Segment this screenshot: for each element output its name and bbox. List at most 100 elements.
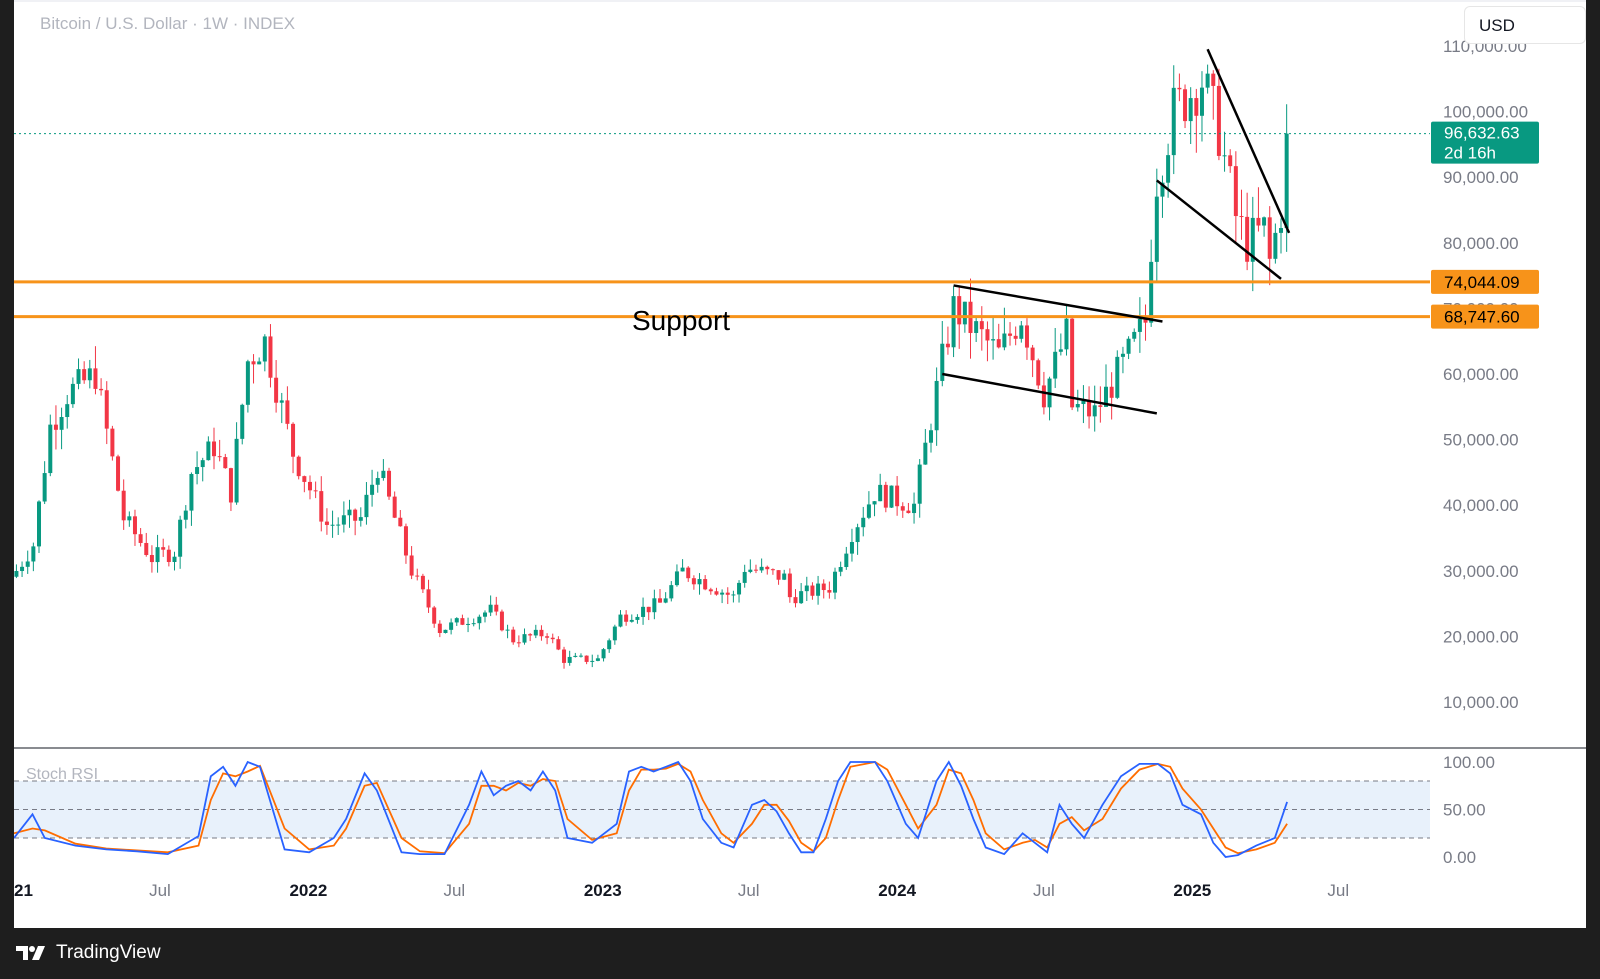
candle-body xyxy=(1087,400,1092,417)
time-tick-label: 2021 xyxy=(14,881,33,900)
bar-countdown-text: 2d 16h xyxy=(1444,144,1496,163)
time-tick-label: Jul xyxy=(443,881,465,900)
support-label: Support xyxy=(632,305,730,336)
candle-body xyxy=(793,597,798,604)
candle-body xyxy=(1199,87,1204,116)
candle-body xyxy=(217,456,222,458)
candle-body xyxy=(195,467,200,474)
candle-body xyxy=(940,343,945,381)
candle-body xyxy=(1075,404,1080,408)
last-price-text: 96,632.63 xyxy=(1444,124,1520,143)
candle-body xyxy=(1228,155,1233,167)
brand-name[interactable]: TradingView xyxy=(56,942,161,963)
candle-body xyxy=(1211,73,1216,86)
candle-body xyxy=(121,490,126,521)
candle-body xyxy=(550,637,555,640)
candle-body xyxy=(262,336,267,362)
candle-body xyxy=(93,368,98,389)
candle-body xyxy=(629,619,634,622)
candle-body xyxy=(82,369,87,381)
candle-body xyxy=(307,481,312,491)
candle-body xyxy=(482,612,487,617)
symbol-title[interactable]: Bitcoin / U.S. Dollar · 1W · INDEX xyxy=(40,14,296,33)
candle-body xyxy=(849,542,854,554)
candle-body xyxy=(686,567,691,579)
candle-body xyxy=(787,573,792,598)
candle-body xyxy=(392,496,397,518)
candle-body xyxy=(979,321,984,330)
candle-body xyxy=(127,516,132,521)
candle-body xyxy=(658,598,663,603)
candle-body xyxy=(477,616,482,624)
candle-body xyxy=(765,566,770,570)
candle-body xyxy=(838,567,843,572)
candle-body xyxy=(364,494,369,518)
candle-body xyxy=(25,561,30,567)
currency-button[interactable]: USD xyxy=(1464,6,1586,44)
candles xyxy=(14,64,1430,669)
trendline xyxy=(953,284,1163,323)
level-price-tag xyxy=(1431,304,1539,329)
candle-body xyxy=(240,404,245,439)
candle-body xyxy=(149,555,154,563)
candle-body xyxy=(1166,155,1171,183)
candle-body xyxy=(1070,318,1075,408)
candle-body xyxy=(1256,217,1261,226)
trendlines[interactable] xyxy=(942,48,1291,415)
candle-body xyxy=(37,501,42,547)
price-tick-label: 50,000.00 xyxy=(1443,431,1519,450)
candle-body xyxy=(545,636,550,638)
price-axis[interactable]: 110,000.00100,000.0090,000.0080,000.0070… xyxy=(1431,37,1539,867)
candle-body xyxy=(703,579,708,590)
time-tick-label: Jul xyxy=(738,881,760,900)
candle-body xyxy=(110,428,115,457)
stoch-rsi-band-fill xyxy=(14,781,1430,838)
candle-body xyxy=(31,546,36,562)
candle-body xyxy=(1194,98,1199,116)
candle-body xyxy=(742,571,747,583)
candle-body xyxy=(1137,318,1142,332)
candle-body xyxy=(720,592,725,595)
candle-body xyxy=(635,616,640,620)
time-tick-label: Jul xyxy=(1033,881,1055,900)
stoch-d-line xyxy=(14,761,1288,855)
candle-body xyxy=(432,607,437,624)
time-tick-label: 2024 xyxy=(878,881,916,900)
candle-body xyxy=(1160,182,1165,197)
price-tick-label: 20,000.00 xyxy=(1443,627,1519,646)
candle-body xyxy=(370,484,375,495)
candle-body xyxy=(833,571,838,593)
stoch-rsi-pane xyxy=(14,760,1288,858)
candle-body xyxy=(753,569,758,571)
price-chart[interactable]: 110,000.00100,000.0090,000.0080,000.0070… xyxy=(14,0,1586,928)
candle-body xyxy=(274,377,279,403)
candle-body xyxy=(1143,318,1148,323)
level-price-text: 74,044.09 xyxy=(1444,273,1520,292)
time-tick-label: 2022 xyxy=(289,881,327,900)
candle-body xyxy=(104,390,109,429)
price-tick-label: 90,000.00 xyxy=(1443,168,1519,187)
candle-body xyxy=(539,629,544,637)
candle-body xyxy=(1154,196,1159,262)
candle-body xyxy=(116,456,121,491)
candle-body xyxy=(1239,216,1244,218)
support-levels[interactable] xyxy=(14,280,1430,319)
candle-body xyxy=(183,510,188,520)
time-tick-label: Jul xyxy=(1327,881,1349,900)
candle-body xyxy=(449,622,454,630)
time-axis[interactable]: 2021 Jul 2022 Jul 2023 Jul 2024 Jul 2025 Jul xyxy=(14,881,1349,900)
candle-body xyxy=(674,571,679,586)
candle-body xyxy=(70,383,75,405)
candle-body xyxy=(189,473,194,511)
candle-body xyxy=(759,566,764,571)
candle-body xyxy=(1245,216,1250,262)
candle-body xyxy=(460,618,465,625)
candle-body xyxy=(14,571,19,577)
candle-body xyxy=(454,618,459,623)
candle-body xyxy=(1008,333,1013,336)
candle-body xyxy=(578,655,583,657)
candle-body xyxy=(641,606,646,617)
stoch-rsi-band xyxy=(14,781,1430,838)
candle-body xyxy=(776,570,781,580)
candle-body xyxy=(1132,331,1137,339)
